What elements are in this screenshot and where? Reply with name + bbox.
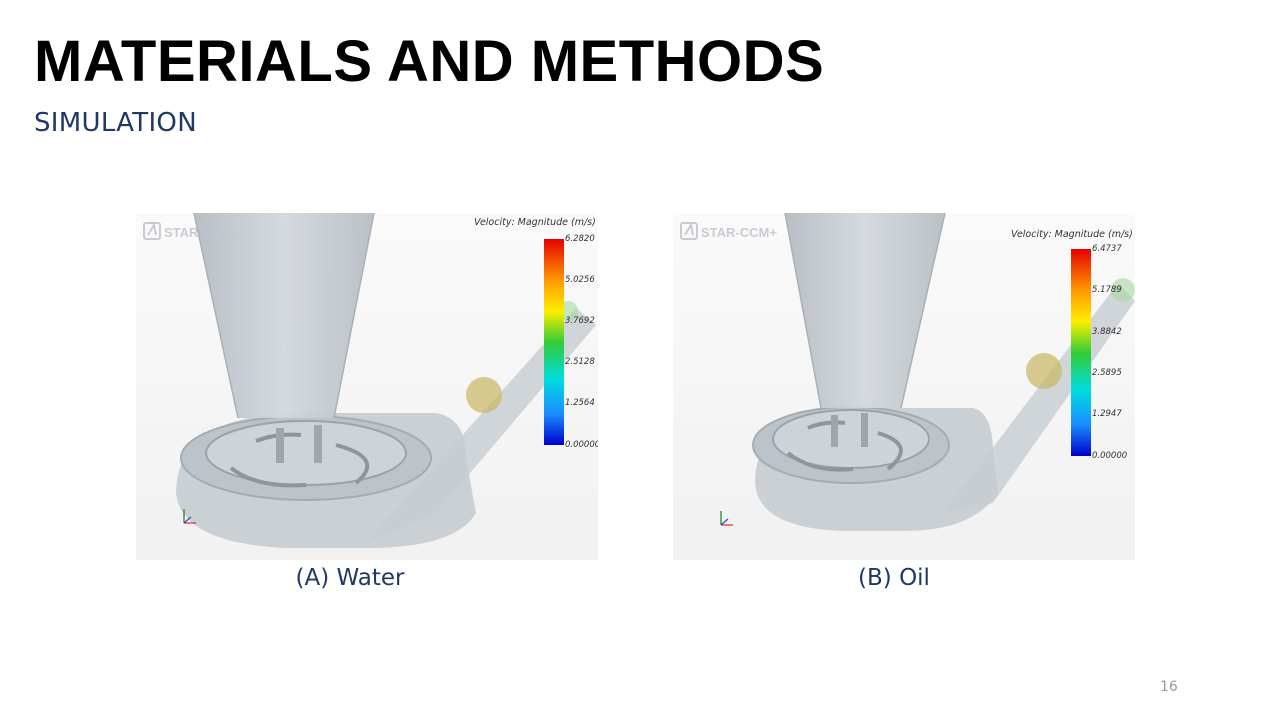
colorbar-tick: 5.0256 [565, 275, 595, 285]
caption-water: (A) Water [295, 565, 405, 591]
page-number: 16 [1160, 679, 1178, 695]
star-ccm-logo-icon [680, 222, 698, 240]
star-ccm-logo-icon [143, 222, 161, 240]
colorbar-tick: 0.00000 [1092, 451, 1127, 461]
colorbar [1071, 249, 1091, 456]
colorbar-tick: 6.4737 [1092, 244, 1122, 254]
colorbar-tick: 1.2947 [1092, 409, 1122, 419]
slide-subtitle: SIMULATION [34, 108, 197, 138]
colorbar-tick: 2.5128 [565, 357, 595, 367]
colorbar-tick: 0.00000 [565, 440, 598, 450]
axis-triad-icon [720, 511, 733, 526]
particle-marker [466, 377, 502, 413]
colorbar-tick: 3.8842 [1092, 327, 1122, 337]
colorbar-title: Velocity: Magnitude (m/s) [1011, 229, 1133, 240]
simulation-image-water: STAR-CCM+ Velocity: Magnitude (m/s) 6.28… [136, 213, 598, 560]
particle-marker [1026, 353, 1062, 389]
colorbar-tick: 5.1789 [1092, 285, 1122, 295]
colorbar [544, 239, 564, 445]
caption-oil: (B) Oil [858, 565, 930, 591]
colorbar-tick: 6.2820 [565, 234, 595, 244]
colorbar-title: Velocity: Magnitude (m/s) [474, 217, 596, 228]
colorbar-tick: 2.5895 [1092, 368, 1122, 378]
colorbar-tick: 3.7692 [565, 316, 595, 326]
slide-title: MATERIALS AND METHODS [34, 29, 825, 94]
logo-text: STAR-CCM+ [701, 225, 777, 240]
simulation-image-oil: STAR-CCM+ Velocity: Magnitude (m/s) 6.47… [673, 213, 1135, 560]
axis-triad-icon [183, 509, 196, 524]
colorbar-tick: 1.2564 [565, 398, 595, 408]
